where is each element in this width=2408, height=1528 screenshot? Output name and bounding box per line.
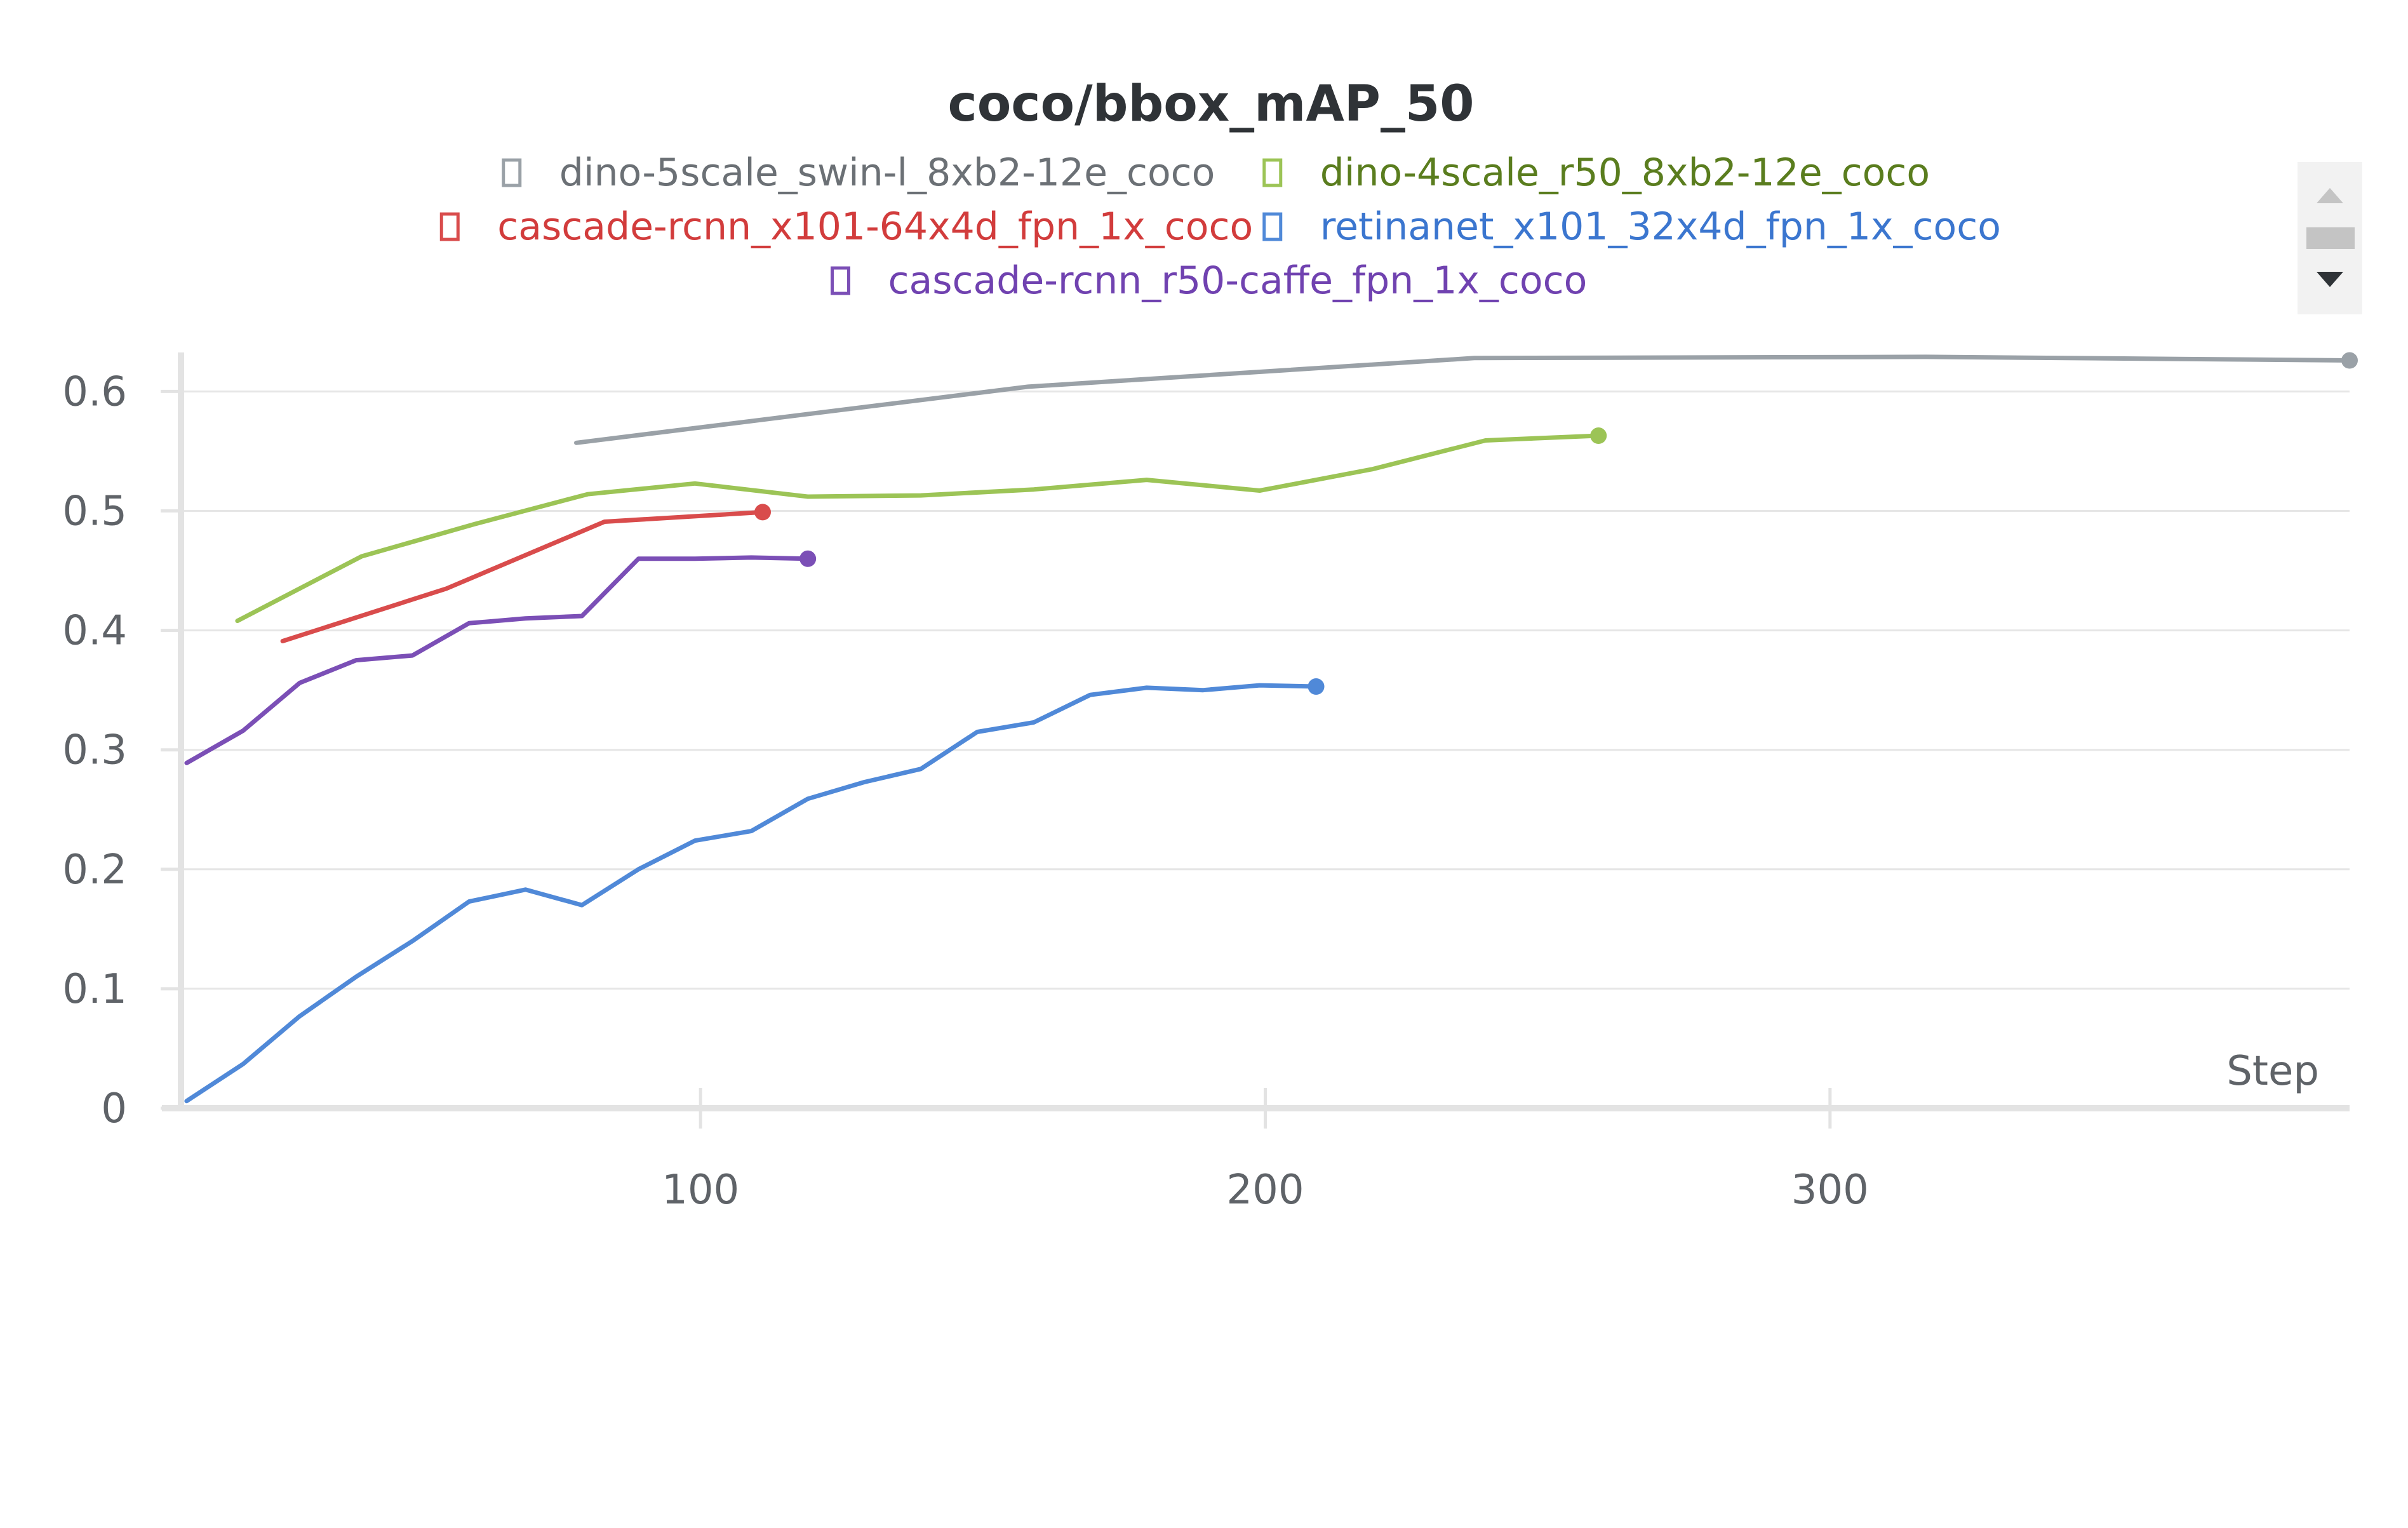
series-end-point-2 xyxy=(754,504,772,521)
y-tick-label: 0.6 xyxy=(62,368,127,415)
legend-label: dino-4scale_r50_8xb2-12e_coco xyxy=(1320,151,1930,195)
scroll-down-icon[interactable] xyxy=(2317,272,2343,287)
legend-item-4[interactable]: cascade-rcnn_r50-caffe_fpn_1x_coco xyxy=(831,258,1588,303)
axes: 0 0.1 0.2 0.3 0.4 0.5 0.6 100 200 300 xyxy=(62,352,2350,1214)
series-end-point-3 xyxy=(1308,678,1325,695)
y-tick-label: 0.1 xyxy=(62,966,127,1013)
x-tick-label: 200 xyxy=(1226,1167,1304,1214)
y-tick-label: 0.5 xyxy=(62,488,127,535)
y-tick-label: 0 xyxy=(101,1085,127,1132)
series-end-point-4 xyxy=(799,550,817,567)
legend-marker-icon xyxy=(1262,212,1283,241)
series-line-1 xyxy=(235,433,1601,624)
series-line-3 xyxy=(184,683,1318,1104)
scroll-up-icon[interactable] xyxy=(2317,188,2343,203)
series-line-0 xyxy=(574,354,2352,445)
x-tick-label: 100 xyxy=(662,1167,739,1214)
legend-label: cascade-rcnn_x101-64x4d_fpn_1x_coco xyxy=(497,204,1253,249)
x-tick-label: 300 xyxy=(1791,1167,1869,1214)
series-end-point-0 xyxy=(2341,352,2358,369)
x-axis-label: Step xyxy=(2226,1048,2319,1095)
legend-item-1[interactable]: dino-4scale_r50_8xb2-12e_coco xyxy=(1262,151,1930,195)
series-line-2 xyxy=(280,509,765,643)
legend-marker-icon xyxy=(1262,158,1283,187)
series-layer xyxy=(184,352,2358,1104)
legend-label: cascade-rcnn_r50-caffe_fpn_1x_coco xyxy=(888,258,1588,303)
legend-item-3[interactable]: retinanet_x101_32x4d_fpn_1x_coco xyxy=(1262,204,2001,249)
legend: dino-5scale_swin-l_8xb2-12e_coco dino-4sc… xyxy=(439,151,2001,303)
y-tick-label: 0.2 xyxy=(62,847,127,894)
legend-marker-icon xyxy=(502,158,522,187)
chart-title: coco/bbox_mAP_50 xyxy=(947,76,1474,133)
legend-marker-icon xyxy=(439,212,460,241)
legend-marker-icon xyxy=(831,266,850,295)
legend-label: dino-5scale_swin-l_8xb2-12e_coco xyxy=(559,151,1215,195)
legend-label: retinanet_x101_32x4d_fpn_1x_coco xyxy=(1320,204,2001,249)
series-line-4 xyxy=(184,555,810,765)
grid xyxy=(181,390,2350,990)
y-tick-label: 0.4 xyxy=(62,608,127,655)
series-end-point-1 xyxy=(1590,427,1607,445)
y-tick-label: 0.3 xyxy=(62,727,127,774)
legend-scroller[interactable] xyxy=(2298,162,2362,314)
legend-scroll-thumb[interactable] xyxy=(2306,227,2355,249)
legend-item-0[interactable]: dino-5scale_swin-l_8xb2-12e_coco xyxy=(502,151,1215,195)
legend-item-2[interactable]: cascade-rcnn_x101-64x4d_fpn_1x_coco xyxy=(439,204,1253,249)
